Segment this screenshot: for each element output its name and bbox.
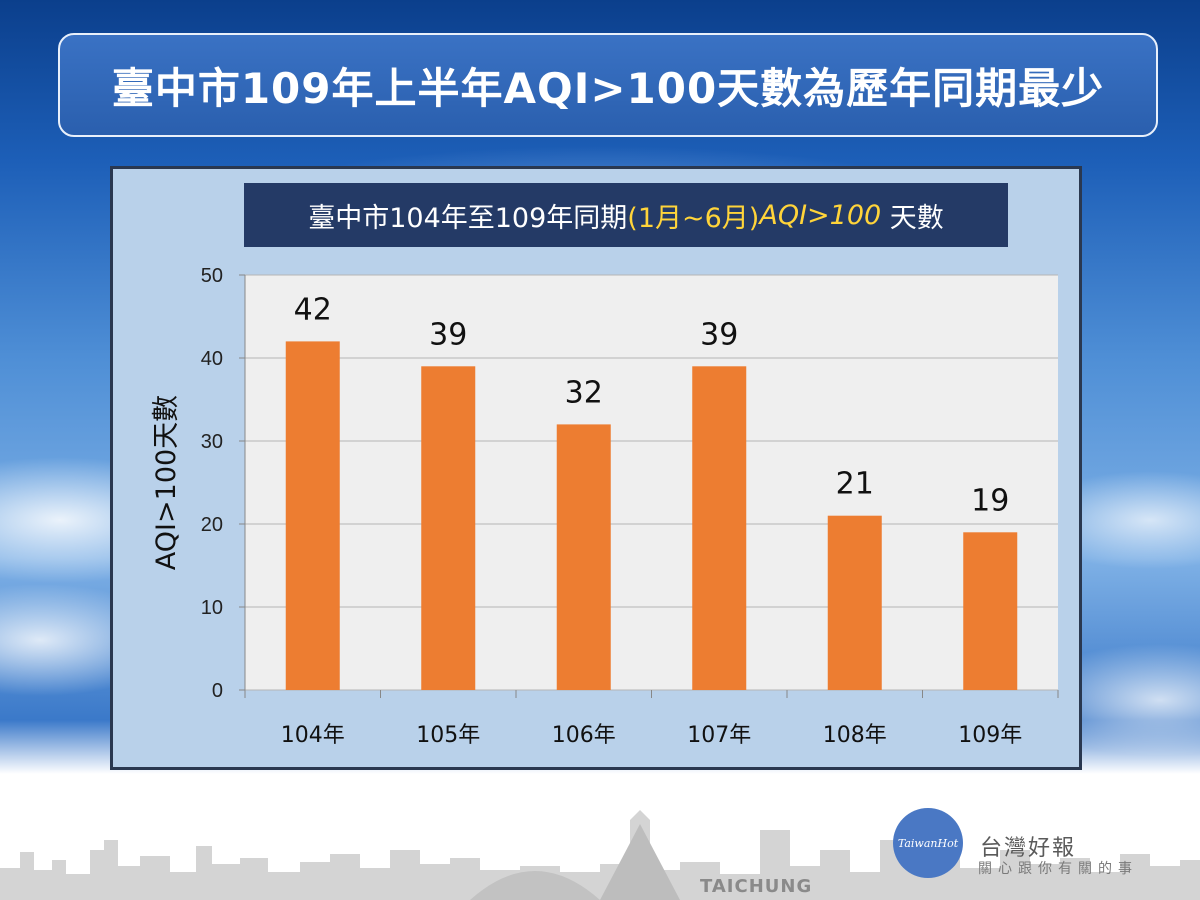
logo-slogan: 關心跟你有關的事 — [978, 861, 1138, 877]
bar-105年 — [421, 366, 476, 690]
taiwanhot-logo-badge: TaiwanHot — [893, 808, 963, 878]
data-label: 32 — [565, 375, 603, 410]
data-label: 21 — [836, 467, 874, 502]
city-skyline-graphic — [0, 780, 1200, 900]
bar-108年 — [827, 515, 882, 690]
slide-title-banner: 臺中市109年上半年AQI>100天數為歷年同期最少 — [58, 33, 1158, 137]
data-label: 39 — [700, 317, 738, 352]
logo-badge-text: TaiwanHot — [897, 836, 959, 850]
chart-title-period: (1月~6月) — [627, 202, 760, 234]
y-tick-label: 30 — [201, 431, 223, 453]
chart-title-prefix: 臺中市104年至109年同期 — [308, 202, 628, 234]
y-tick-label: 50 — [201, 265, 223, 287]
city-label: TAICHUNG — [700, 876, 813, 897]
y-axis-title: AQI>100天數 — [151, 395, 182, 570]
x-category-label: 107年 — [687, 723, 751, 748]
y-tick-label: 10 — [201, 597, 223, 619]
x-category-label: 105年 — [416, 723, 480, 748]
data-label: 42 — [294, 292, 332, 327]
bar-107年 — [692, 366, 747, 690]
slide-title: 臺中市109年上半年AQI>100天數為歷年同期最少 — [111, 63, 1105, 113]
chart-title-suffix: 天數 — [881, 202, 944, 234]
x-category-label: 106年 — [552, 723, 616, 748]
y-tick-label: 20 — [201, 514, 223, 536]
x-category-label: 104年 — [281, 723, 345, 748]
logo-name: 台灣好報 — [980, 836, 1077, 861]
bar-109年 — [963, 532, 1018, 690]
data-label: 19 — [971, 483, 1009, 518]
x-category-label: 109年 — [958, 723, 1022, 748]
bar-chart: 0 10 20 30 40 50 42 104年 39 105年 32 106年 39 107年 21 108… — [151, 265, 1059, 748]
chart-title-metric: AQI>100 — [759, 199, 882, 231]
x-category-label: 108年 — [823, 723, 887, 748]
y-tick-label: 0 — [212, 680, 223, 702]
plot-area — [245, 275, 1058, 690]
bar-104年 — [285, 341, 340, 690]
data-label: 39 — [429, 317, 467, 352]
chart-title: 臺中市104年至109年同期 (1月~6月) AQI>100 天數 — [244, 183, 1008, 247]
y-tick-label: 40 — [201, 348, 223, 370]
bar-106年 — [556, 424, 611, 690]
